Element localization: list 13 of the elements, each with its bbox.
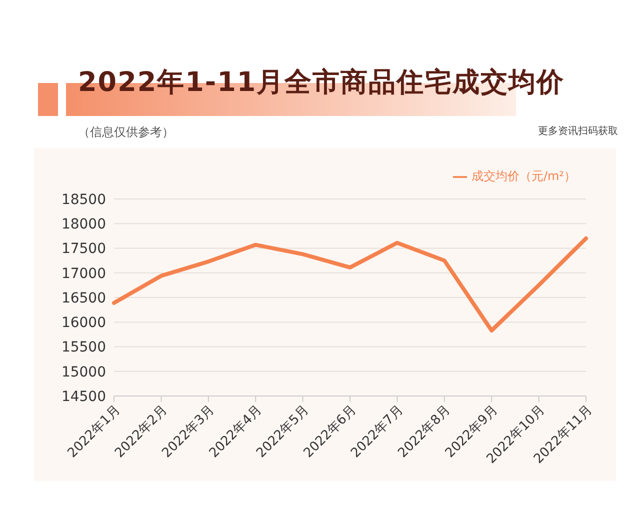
y-tick-label: 15500 [61,340,106,356]
y-tick-label: 17500 [61,241,106,258]
chart-subtitle: （信息仅供参考） [78,124,174,141]
y-tick-label: 18500 [61,192,106,208]
y-tick-label: 15000 [61,364,106,380]
text: 更多资讯扫码获取 [538,124,618,138]
line-series [112,236,588,332]
y-tick-label: 17000 [61,266,106,282]
y-tick-label: 18000 [61,216,106,233]
y-tick-label: 16500 [61,290,106,306]
legend-label: 成交均价（元/m²） [471,169,576,183]
y-tick-label: 14500 [61,388,106,405]
y-tick-label: 16000 [61,315,106,332]
